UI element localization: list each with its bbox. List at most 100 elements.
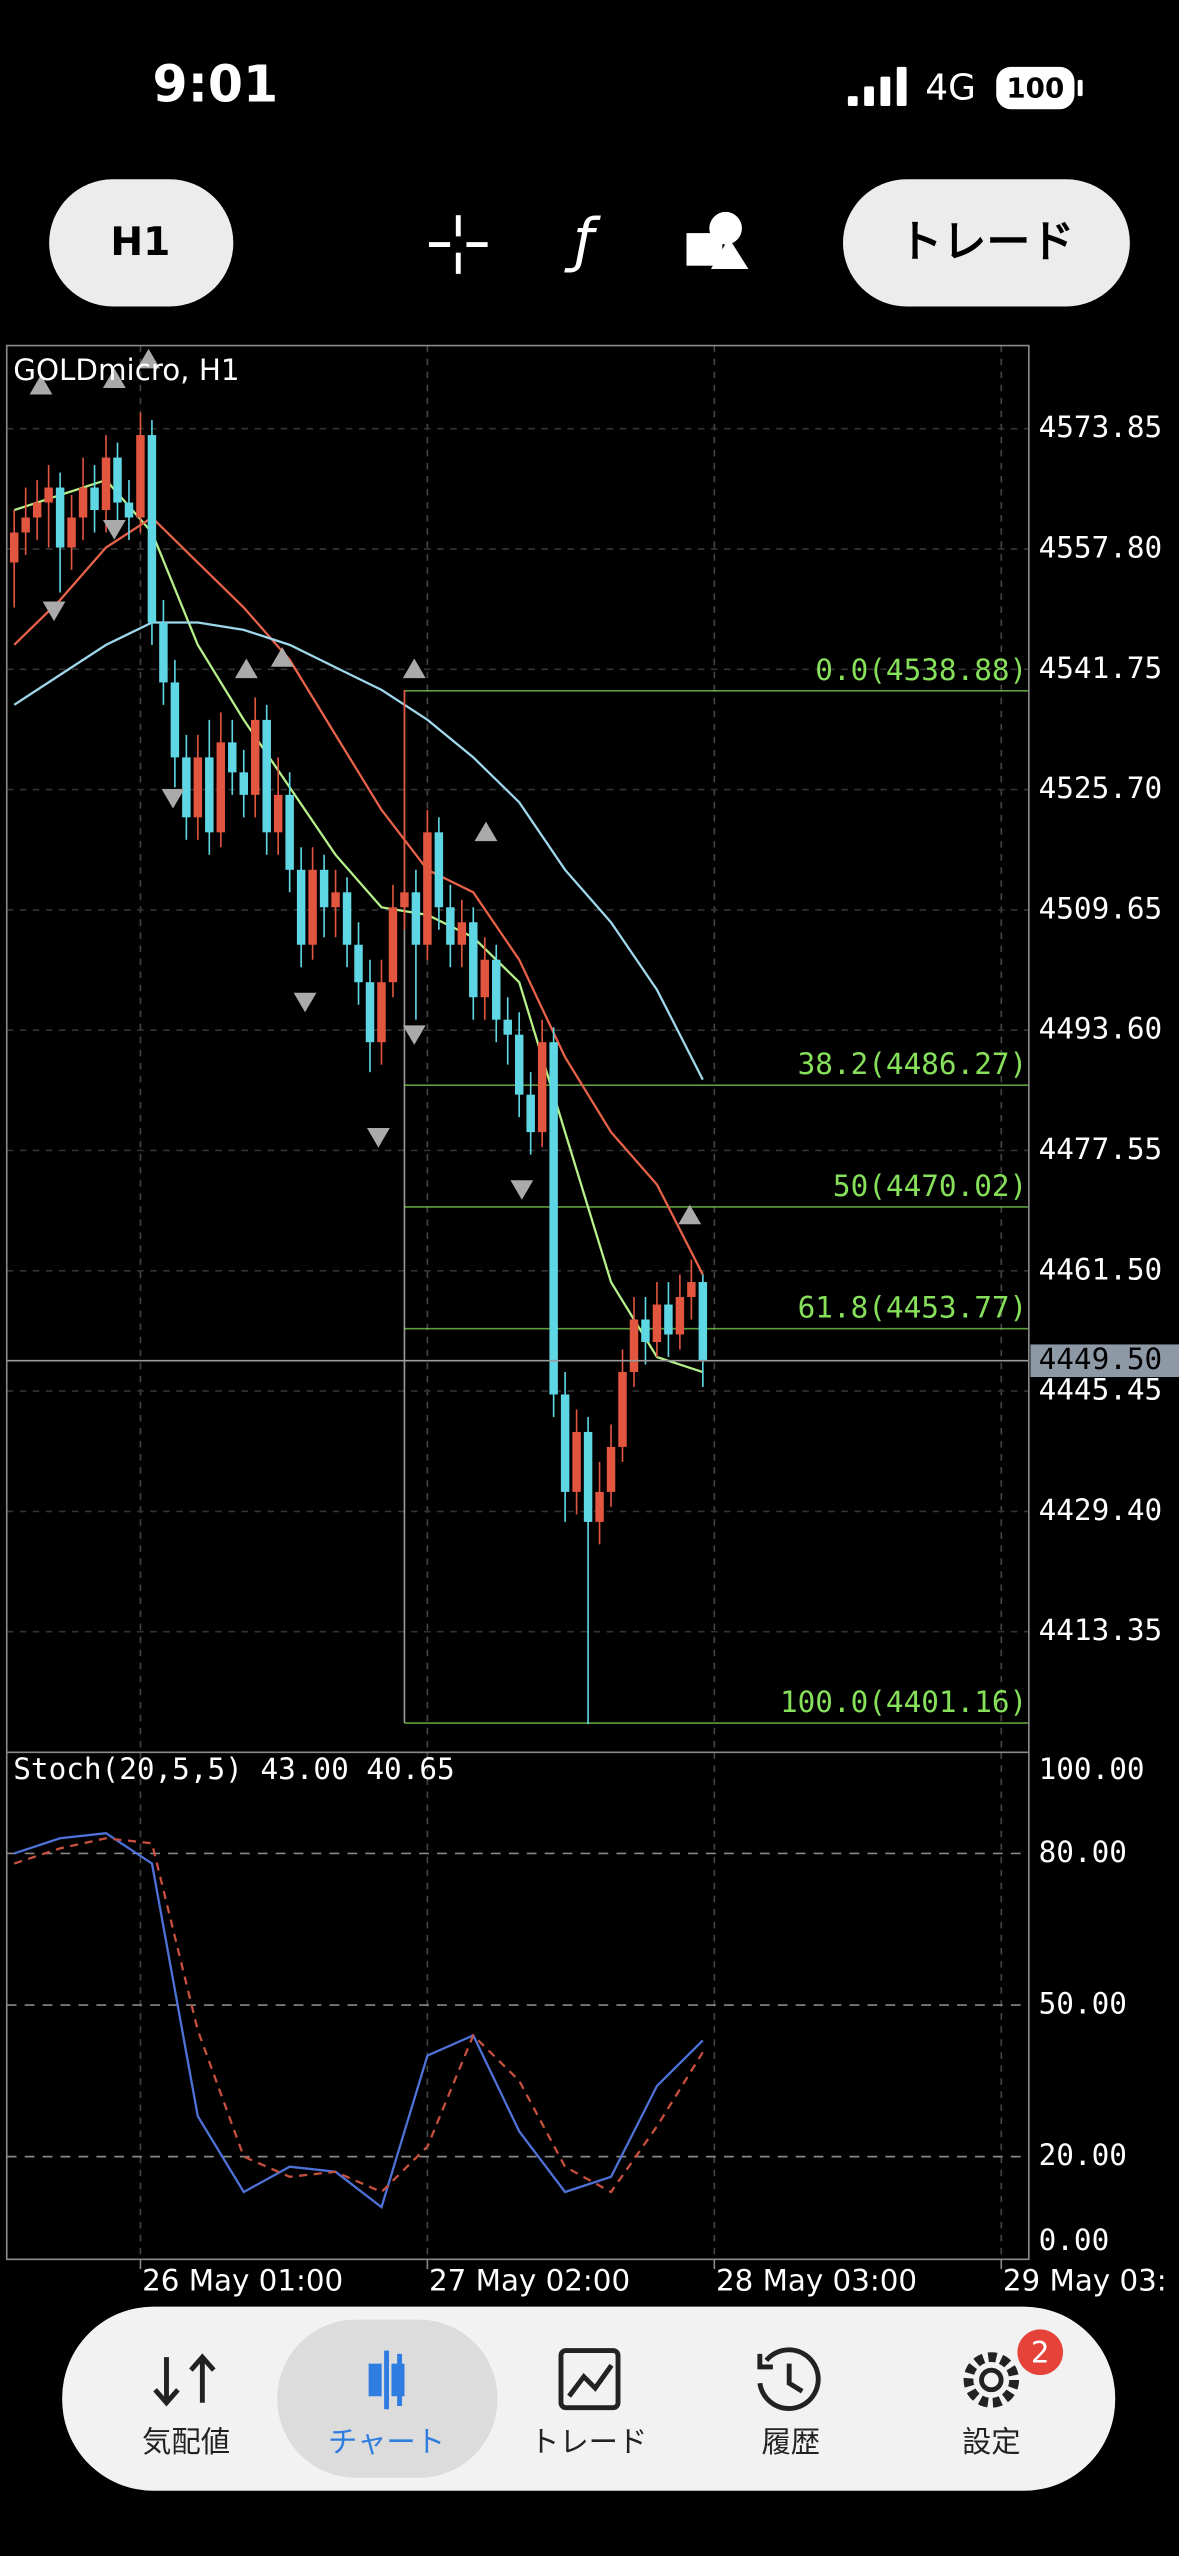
candle-body: [319, 869, 329, 908]
candle-body: [423, 832, 432, 945]
y-tick-label: 100.00: [1039, 1752, 1145, 1786]
fib-label: 100.0(4401.16): [780, 1685, 1027, 1719]
candle-body: [652, 1304, 662, 1342]
x-tick-label: 27 May 02:00: [429, 2264, 630, 2298]
candle-body: [629, 1319, 639, 1372]
candle-body: [411, 892, 421, 945]
candle-body: [170, 682, 180, 758]
y-tick-label: 4573.85: [1039, 410, 1163, 444]
candle-body: [434, 832, 444, 908]
stoch-label: Stoch(20,5,5) 43.00 40.65: [13, 1752, 454, 1786]
fib-label: 61.8(4453.77): [798, 1291, 1028, 1325]
y-tick-label: 50.00: [1039, 1987, 1127, 2021]
current-price-label: 4449.50: [1039, 1342, 1163, 1376]
fib-label: 0.0(4538.88): [815, 653, 1027, 687]
fractals: [29, 348, 702, 1225]
indicator-line: [13, 1832, 704, 2210]
candle-body: [549, 1042, 558, 1395]
candle-body: [331, 892, 340, 908]
candle-body: [21, 517, 30, 533]
candle-body: [480, 959, 490, 998]
candle-body: [285, 794, 294, 870]
y-tick-label: 4413.35: [1039, 1613, 1163, 1647]
crosshair-icon[interactable]: [428, 215, 488, 274]
candle-body: [537, 1042, 547, 1133]
quotes-icon[interactable]: [153, 2353, 216, 2407]
indicator-line: [13, 621, 704, 1081]
candle-body: [136, 435, 145, 518]
timeframe-label: H1: [110, 220, 170, 265]
candle-body: [205, 757, 214, 833]
y-tick-label: 4429.40: [1039, 1493, 1163, 1527]
signal-icon: [847, 66, 907, 106]
timeframe-button[interactable]: [49, 179, 234, 307]
candle-body: [147, 435, 157, 623]
nav-label[interactable]: チャート: [328, 2425, 445, 2459]
candle-body: [664, 1304, 673, 1335]
candle-body: [342, 892, 352, 945]
nav-label[interactable]: トレード: [530, 2425, 647, 2459]
candle-body: [44, 487, 53, 503]
candle-body: [159, 622, 168, 683]
x-tick-label: 29 May 03:: [1003, 2264, 1167, 2298]
candle-body: [698, 1282, 708, 1361]
candle-body: [560, 1394, 570, 1492]
candle-body: [595, 1491, 604, 1522]
y-tick-label: 4477.55: [1039, 1132, 1163, 1166]
battery-level: 100: [1006, 72, 1064, 105]
candle-body: [606, 1446, 616, 1492]
candle-body: [687, 1282, 696, 1298]
y-tick-label: 4461.50: [1039, 1252, 1163, 1286]
candle-body: [78, 487, 88, 518]
objects-icon[interactable]: [686, 211, 749, 269]
battery-tip: [1077, 79, 1083, 97]
y-tick-label: 4541.75: [1039, 651, 1163, 685]
nav-label[interactable]: 履歴: [761, 2425, 820, 2459]
y-tick-label: 4445.45: [1039, 1373, 1163, 1407]
candle-body: [101, 457, 111, 511]
candle-body: [9, 532, 19, 563]
candle-body: [228, 742, 237, 773]
candle-body: [514, 1034, 524, 1095]
candle-body: [446, 907, 455, 945]
battery: [996, 66, 1075, 110]
nav-label[interactable]: 気配値: [142, 2425, 230, 2459]
candle-body: [641, 1319, 650, 1342]
candle-body: [400, 892, 409, 908]
candle-body: [492, 959, 501, 1020]
fib-label: 38.2(4486.27): [798, 1047, 1028, 1081]
candle-body: [365, 982, 375, 1043]
settings-icon[interactable]: [963, 2352, 1020, 2408]
candle-body: [377, 982, 386, 1043]
candle-body: [675, 1297, 685, 1335]
nav-label[interactable]: 設定: [962, 2425, 1021, 2459]
chart-icon[interactable]: [368, 2350, 405, 2410]
badge-count: 2: [1031, 2335, 1050, 2369]
x-tick-label: 28 May 03:00: [716, 2264, 917, 2298]
trade-icon[interactable]: [558, 2348, 621, 2411]
candle-body: [526, 1094, 535, 1133]
y-tick-label: 4557.80: [1039, 531, 1163, 565]
candle-body: [308, 869, 317, 945]
candle-body: [32, 502, 42, 518]
candle-body: [262, 719, 271, 833]
nav-labels: 気配値 チャート トレード 履歴 設定: [142, 2425, 1021, 2459]
candle-body: [193, 757, 203, 818]
current-price-box: [1030, 1344, 1179, 1378]
candle-body: [618, 1371, 627, 1447]
chart-frame: [5, 344, 1030, 2261]
candle-body: [90, 487, 99, 511]
x-tick-label: 26 May 01:00: [142, 2264, 343, 2298]
history-icon[interactable]: [757, 2347, 821, 2411]
y-tick-label: 4493.60: [1039, 1012, 1163, 1046]
trade-button-label: トレード: [898, 217, 1074, 268]
bottom-nav: [62, 2306, 1116, 2491]
trade-button[interactable]: [842, 179, 1130, 307]
network: 4G: [925, 68, 976, 109]
candle-body: [124, 502, 134, 518]
y-tick-label: 4509.65: [1039, 891, 1163, 925]
candle-body: [572, 1431, 581, 1492]
y-tick-label: 20.00: [1039, 2138, 1127, 2172]
